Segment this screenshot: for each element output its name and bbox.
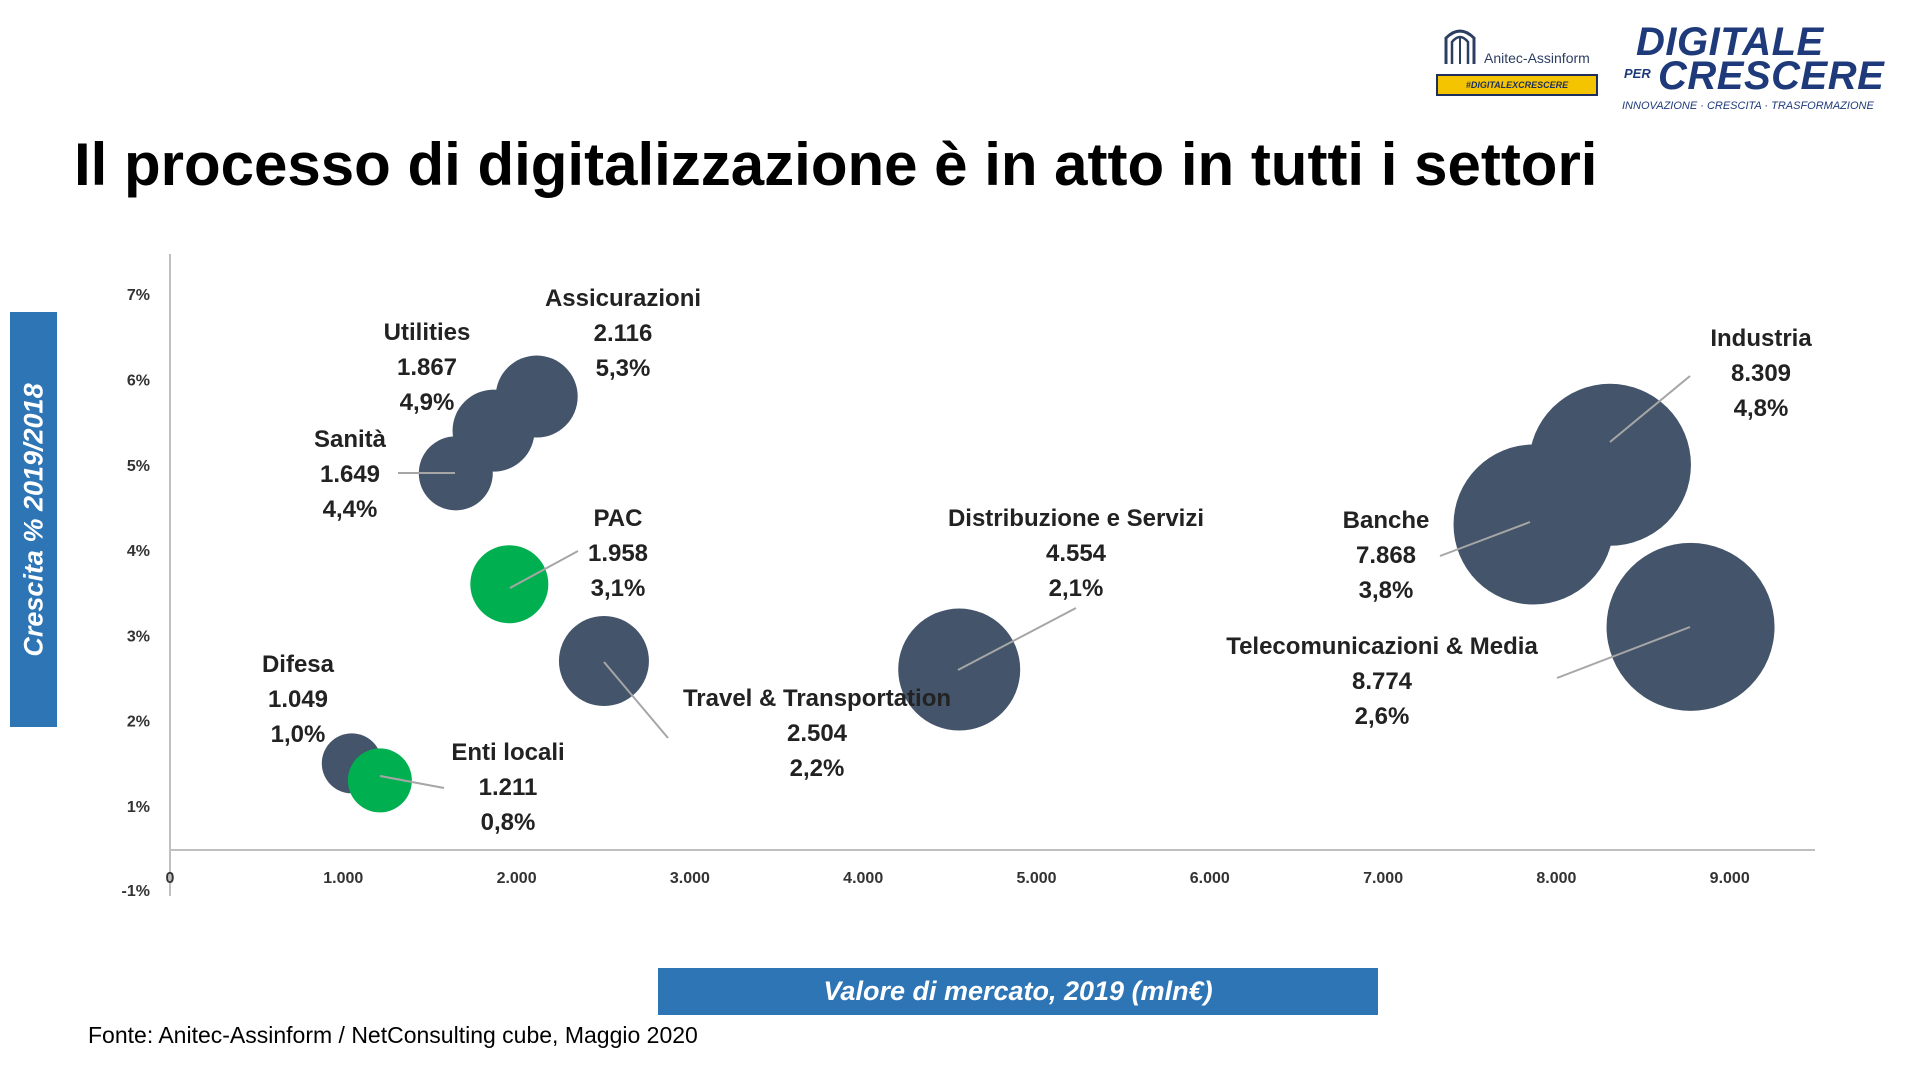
bubble-label-value: 8.774 xyxy=(1352,668,1413,695)
x-axis-label-box: Valore di mercato, 2019 (mln€) xyxy=(658,968,1378,1015)
bubble-label-value: 4.554 xyxy=(1046,540,1107,567)
bubble-label-growth: 4,4% xyxy=(323,496,378,523)
x-tick-label: 8.000 xyxy=(1536,870,1576,887)
logo-line-crescere: CRESCERE xyxy=(1658,54,1885,98)
x-tick-label: 1.000 xyxy=(323,870,363,887)
slide-title: Il processo di digitalizzazione è in att… xyxy=(74,131,1598,198)
bubble-label-name: PAC xyxy=(594,505,643,532)
bubble-label-growth: 3,8% xyxy=(1359,577,1414,604)
logo-tagline: INNOVAZIONE · CRESCITA · TRASFORMAZIONE xyxy=(1622,100,1874,112)
bubble-telecomunicazioni-media xyxy=(1606,542,1775,711)
bubble-label-value: 1.649 xyxy=(320,461,380,488)
source-note: Fonte: Anitec-Assinform / NetConsulting … xyxy=(88,1022,698,1048)
bubble-travel-transportation xyxy=(558,615,649,706)
bubble-label-value: 2.504 xyxy=(787,720,848,747)
leader-line-enti-locali xyxy=(379,775,445,789)
bubble-label-name: Utilities xyxy=(384,319,471,346)
digitale-per-crescere-logo: DIGITALE PER CRESCERE INNOVAZIONE · CRES… xyxy=(1620,18,1910,118)
x-tick-label: 4.000 xyxy=(843,870,883,887)
y-tick-label: 3% xyxy=(127,628,150,645)
x-tick-label: 0 xyxy=(166,870,175,887)
anitec-hashtag: #DIGITALEXCRESCERE xyxy=(1436,74,1598,96)
bubble-label-value: 2.116 xyxy=(594,320,653,347)
y-tick-label: 4% xyxy=(127,543,150,560)
bubble-label-value: 1.958 xyxy=(588,540,648,567)
x-tick-label: 3.000 xyxy=(670,870,710,887)
bubble-label-growth: 2,2% xyxy=(790,755,845,782)
bubble-label-value: 7.868 xyxy=(1356,542,1416,569)
bubble-label-growth: 3,1% xyxy=(591,575,646,602)
y-tick-label: 1% xyxy=(127,799,150,816)
bubble-label-name: Telecomunicazioni & Media xyxy=(1226,633,1538,660)
y-tick-label: 5% xyxy=(127,458,150,475)
bubble-label-name: Travel & Transportation xyxy=(683,685,951,712)
bubble-label-value: 1.211 xyxy=(479,774,538,801)
leader-line-distribuzione-e-servizi xyxy=(957,607,1077,671)
bubble-label-name: Industria xyxy=(1710,325,1812,352)
bubble-label-value: 1.049 xyxy=(268,686,328,713)
bubble-sanit xyxy=(418,436,493,511)
bubble-label-growth: 0,8% xyxy=(481,809,536,836)
x-tick-label: 7.000 xyxy=(1363,870,1403,887)
leader-line-pac xyxy=(509,550,579,589)
bubble-label-name: Sanità xyxy=(314,426,387,453)
bubble-label-growth: 5,3% xyxy=(596,355,651,382)
x-tick-label: 9.000 xyxy=(1710,870,1750,887)
bubble-label-name: Banche xyxy=(1343,507,1430,534)
bubble-enti-locali xyxy=(347,748,412,813)
y-tick-label: -1% xyxy=(122,883,150,900)
leader-line-industria xyxy=(1609,375,1691,443)
bubble-label-name: Enti locali xyxy=(451,739,564,766)
leader-line-travel-transportation xyxy=(603,661,669,739)
y-tick-label: 7% xyxy=(127,287,150,304)
x-tick-label: 2.000 xyxy=(497,870,537,887)
logo-line-digitale: DIGITALE xyxy=(1636,20,1824,64)
anitec-name: Anitec-Assinform xyxy=(1484,50,1590,66)
bubble-label-growth: 1,0% xyxy=(271,721,326,748)
bubble-label-value: 8.309 xyxy=(1731,360,1791,387)
bubble-label-name: Difesa xyxy=(262,651,335,678)
bubble-label-growth: 2,1% xyxy=(1049,575,1104,602)
y-tick-label: 6% xyxy=(127,373,150,390)
bubble-pac xyxy=(470,545,549,624)
bubble-label-growth: 4,8% xyxy=(1734,395,1789,422)
x-tick-label: 6.000 xyxy=(1190,870,1230,887)
leader-line-banche xyxy=(1439,521,1531,557)
x-tick-label: 5.000 xyxy=(1016,870,1056,887)
anitec-emblem-icon xyxy=(1444,29,1476,64)
bubble-label-name: Assicurazioni xyxy=(545,285,701,312)
bubble-label-growth: 4,9% xyxy=(400,389,455,416)
y-tick-label: 2% xyxy=(127,714,150,731)
bubble-label-growth: 2,6% xyxy=(1355,703,1410,730)
anitec-assinform-logo: Anitec-Assinform #DIGITALEXCRESCERE xyxy=(1436,24,1606,102)
logo-per: PER xyxy=(1624,66,1651,81)
y-axis-label-box: Crescita % 2019/2018 xyxy=(10,312,57,727)
leader-line-telecomunicazioni-media xyxy=(1556,626,1691,679)
bubble-banche xyxy=(1453,444,1614,605)
bubble-label-value: 1.867 xyxy=(397,354,457,381)
bubble-label-name: Distribuzione e Servizi xyxy=(948,505,1204,532)
